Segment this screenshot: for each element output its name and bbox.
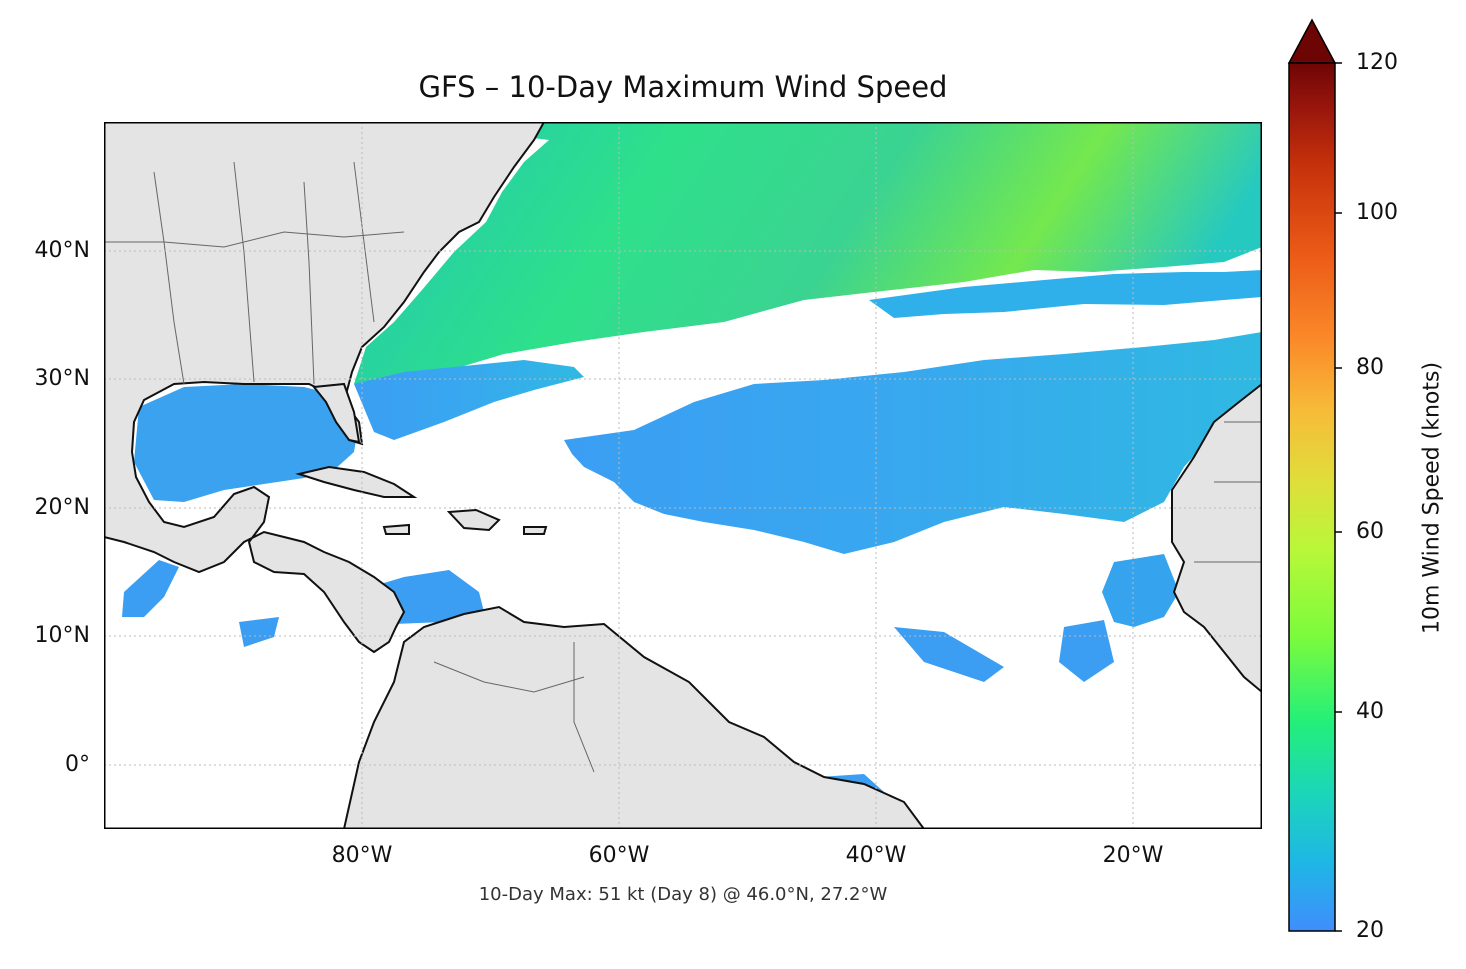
- map-frame: [104, 122, 1262, 829]
- x-tick-label: 20°W: [1102, 843, 1164, 868]
- colorbar-label: 10m Wind Speed (knots): [1419, 361, 1445, 635]
- wind-swath-mid-atlantic: [869, 270, 1262, 318]
- land-hispaniola: [446, 508, 501, 532]
- x-tick-label: 60°W: [588, 843, 650, 868]
- colorbar-gradient: [1288, 62, 1336, 932]
- max-wind-caption: 10-Day Max: 51 kt (Day 8) @ 46.0°N, 27.2…: [478, 884, 888, 905]
- colorbar-extend-arrow: [1287, 18, 1337, 64]
- colorbar-tick-label: 40: [1356, 699, 1384, 724]
- y-tick-label: 40°N: [34, 238, 90, 263]
- wind-swath-pacific: [122, 560, 179, 617]
- wind-swath-cape-verde: [894, 627, 1004, 682]
- y-tick-label: 20°N: [34, 495, 90, 520]
- colorbar-tick-label: 80: [1356, 355, 1384, 380]
- wind-swath-trade-belt: [564, 332, 1262, 554]
- colorbar-tick-label: 100: [1356, 200, 1398, 225]
- chart-title: GFS – 10-Day Maximum Wind Speed: [418, 70, 948, 104]
- x-tick-label: 80°W: [331, 843, 393, 868]
- land-jamaica: [382, 523, 410, 535]
- y-tick-label: 10°N: [34, 623, 90, 648]
- country-borders: [104, 161, 1262, 773]
- wind-swath-subtropical: [354, 360, 584, 440]
- colorbar-ticks: [1335, 62, 1342, 932]
- x-tick-label: 40°W: [845, 843, 907, 868]
- land-cuba: [295, 465, 418, 498]
- land-florida: [312, 382, 361, 444]
- land-south-america: [342, 605, 926, 829]
- y-tick-label: 30°N: [34, 366, 90, 391]
- graticule: [104, 122, 1262, 829]
- colorbar-tick-label: 60: [1356, 519, 1384, 544]
- wind-swath-africa-coast: [1102, 554, 1179, 627]
- wind-swath-pacific-small: [239, 617, 279, 647]
- colorbar-tick-label: 20: [1356, 918, 1384, 943]
- wind-swath-north-atlantic: [354, 122, 1262, 400]
- colorbar: [1287, 18, 1342, 932]
- land-puerto-rico: [523, 526, 548, 535]
- land-africa: [1171, 382, 1262, 694]
- colorbar-tick-label: 120: [1356, 50, 1398, 75]
- y-tick-label: 0°: [65, 752, 90, 777]
- map-panel: [104, 122, 1262, 829]
